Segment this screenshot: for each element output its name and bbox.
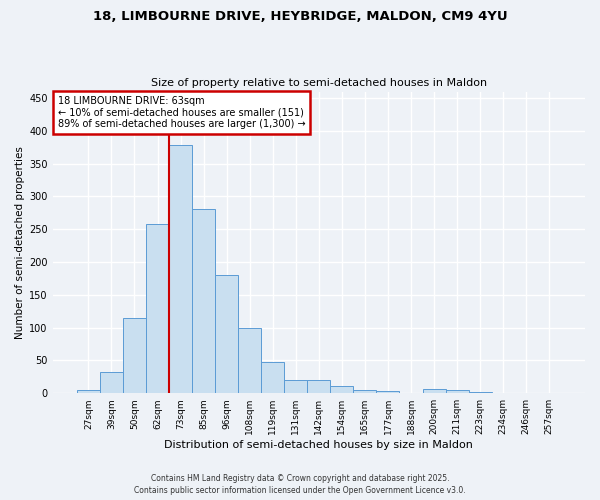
Bar [331, 386, 353, 393]
Bar [376, 391, 400, 393]
Bar [77, 390, 100, 393]
Bar [215, 275, 238, 393]
Bar [123, 318, 146, 393]
Bar [446, 390, 469, 393]
Y-axis label: Number of semi-detached properties: Number of semi-detached properties [15, 146, 25, 339]
Bar [192, 209, 215, 393]
Text: 18, LIMBOURNE DRIVE, HEYBRIDGE, MALDON, CM9 4YU: 18, LIMBOURNE DRIVE, HEYBRIDGE, MALDON, … [92, 10, 508, 23]
Bar [307, 380, 331, 393]
Bar [146, 224, 169, 393]
Bar [422, 390, 446, 393]
Text: Contains HM Land Registry data © Crown copyright and database right 2025.
Contai: Contains HM Land Registry data © Crown c… [134, 474, 466, 495]
X-axis label: Distribution of semi-detached houses by size in Maldon: Distribution of semi-detached houses by … [164, 440, 473, 450]
Bar [284, 380, 307, 393]
Bar [238, 328, 261, 393]
Bar [515, 392, 538, 393]
Title: Size of property relative to semi-detached houses in Maldon: Size of property relative to semi-detach… [151, 78, 487, 88]
Bar [261, 362, 284, 393]
Bar [100, 372, 123, 393]
Bar [353, 390, 376, 393]
Text: 18 LIMBOURNE DRIVE: 63sqm
← 10% of semi-detached houses are smaller (151)
89% of: 18 LIMBOURNE DRIVE: 63sqm ← 10% of semi-… [58, 96, 305, 130]
Bar [469, 392, 491, 393]
Bar [169, 146, 192, 393]
